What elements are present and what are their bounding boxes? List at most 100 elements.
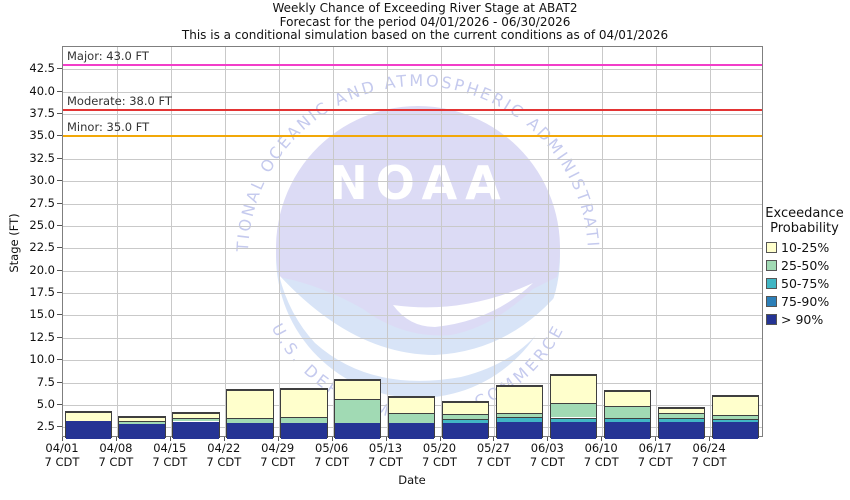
bar-0401 (64, 410, 112, 439)
bar-segment-2550 (496, 413, 543, 418)
bar-0617 (657, 406, 706, 440)
gridline-vertical (170, 47, 172, 436)
x-tick-date: 04/01 (45, 441, 79, 455)
y-tick-label: 25.0 (29, 217, 55, 232)
bar-segment-1025 (443, 402, 489, 415)
gridline-vertical (494, 47, 496, 436)
x-tick-mark (709, 437, 711, 441)
x-tick-time: 7 CDT (152, 455, 188, 469)
bar-segment-1025 (604, 391, 651, 406)
gridline-horizontal (63, 248, 762, 250)
bar-0415 (172, 412, 220, 439)
x-tick-time: 7 CDT (368, 455, 403, 469)
bar-segment-1025 (227, 390, 273, 418)
bar-segment-2550 (443, 414, 489, 419)
x-tick-date: 04/22 (207, 441, 241, 455)
y-tick-mark (57, 202, 62, 204)
bar-0408 (118, 416, 166, 439)
legend-title-line2: Probability (770, 221, 839, 236)
bar-segment-90 (712, 422, 758, 439)
bar-0527 (495, 385, 544, 439)
y-tick-label: 2.5 (36, 419, 55, 434)
bar-segment-90 (119, 423, 165, 439)
y-tick-mark (57, 224, 62, 226)
bar-segment-90 (281, 422, 327, 439)
bar-segment-1025 (550, 375, 597, 404)
x-tick-label: 05/13 7 CDT (358, 441, 414, 469)
gridline-horizontal (63, 360, 762, 362)
legend: Exceedance Probability 10-25% 25-50% 50-75… (759, 206, 850, 330)
x-tick-label: 04/08 7 CDT (88, 441, 144, 469)
x-tick-date: 05/06 (315, 441, 349, 455)
gridline-vertical (332, 47, 334, 436)
x-tick-time: 7 CDT (422, 455, 457, 469)
legend-title-line1: Exceedance (765, 206, 844, 221)
legend-title: Exceedance Probability (759, 206, 850, 236)
legend-item: 75-90% (766, 294, 850, 309)
bar-segment-90 (443, 422, 489, 439)
noaa-logo-text: NOAA (329, 156, 509, 210)
bar-0603 (549, 374, 598, 439)
bar-segment-90 (496, 422, 543, 439)
gridline-vertical (656, 47, 658, 436)
gridline-horizontal (63, 270, 762, 272)
bar-segment-1025 (496, 386, 543, 414)
x-tick-mark (331, 437, 333, 441)
gridline-horizontal (63, 69, 762, 71)
bar-0624 (711, 395, 759, 439)
bar-segment-2550 (604, 405, 651, 419)
y-tick-mark (57, 90, 62, 92)
y-tick-label: 15.0 (29, 307, 55, 322)
x-tick-time: 7 CDT (44, 455, 80, 469)
x-tick-label: 06/24 7 CDT (681, 441, 737, 469)
bar-0520 (442, 401, 490, 439)
x-tick-date: 06/24 (692, 441, 726, 455)
x-tick-label: 05/27 7 CDT (465, 441, 521, 469)
bar-segment-5075 (712, 418, 758, 423)
x-tick-mark (547, 437, 549, 441)
bar-0506 (334, 379, 382, 439)
x-tick-label: 05/06 7 CDT (304, 441, 360, 469)
bar-segment-5075 (443, 418, 489, 423)
x-tick-date: 04/08 (99, 441, 133, 455)
x-tick-label: 04/15 7 CDT (142, 441, 198, 469)
x-tick-time: 7 CDT (637, 455, 673, 469)
x-tick-date: 06/17 (638, 441, 672, 455)
x-tick-time: 7 CDT (206, 455, 242, 469)
noaa-seagull-wing-icon (393, 283, 533, 327)
gridline-vertical (440, 47, 442, 436)
threshold-line-moderate (63, 108, 762, 111)
x-tick-mark (115, 437, 117, 441)
y-tick-label: 5.0 (36, 396, 55, 411)
x-tick-date: 04/15 (153, 441, 187, 455)
y-tick-label: 17.5 (29, 285, 55, 299)
gridline-vertical (116, 47, 118, 436)
x-tick-date: 04/29 (261, 441, 295, 455)
x-tick-date: 06/10 (584, 441, 618, 455)
x-tick-time: 7 CDT (529, 455, 565, 469)
y-tick-label: 22.5 (29, 240, 55, 255)
bar-segment-90 (604, 422, 651, 439)
bar-segment-90 (658, 422, 705, 440)
gridline-vertical (602, 47, 604, 436)
bar-segment-90 (389, 422, 435, 439)
y-tick-mark (57, 381, 62, 383)
legend-swatch-icon (766, 242, 777, 253)
bar-segment-1025 (335, 380, 381, 400)
y-tick-mark (57, 68, 62, 70)
legend-item-label: 50-75% (781, 276, 830, 291)
y-tick-mark (57, 336, 62, 338)
x-tick-mark (439, 437, 441, 441)
x-tick-time: 7 CDT (260, 455, 296, 469)
legend-item-label: 10-25% (781, 240, 830, 255)
gridline-vertical (710, 47, 712, 436)
bar-segment-2550 (550, 403, 597, 418)
y-tick-mark (57, 314, 62, 316)
y-tick-mark (57, 269, 62, 271)
bar-segment-2550 (173, 418, 219, 422)
legend-swatch-icon (766, 278, 777, 289)
x-tick-mark (277, 437, 279, 441)
y-tick-mark (57, 426, 62, 428)
x-tick-time: 7 CDT (98, 455, 134, 469)
bar-segment-5075 (496, 417, 543, 423)
